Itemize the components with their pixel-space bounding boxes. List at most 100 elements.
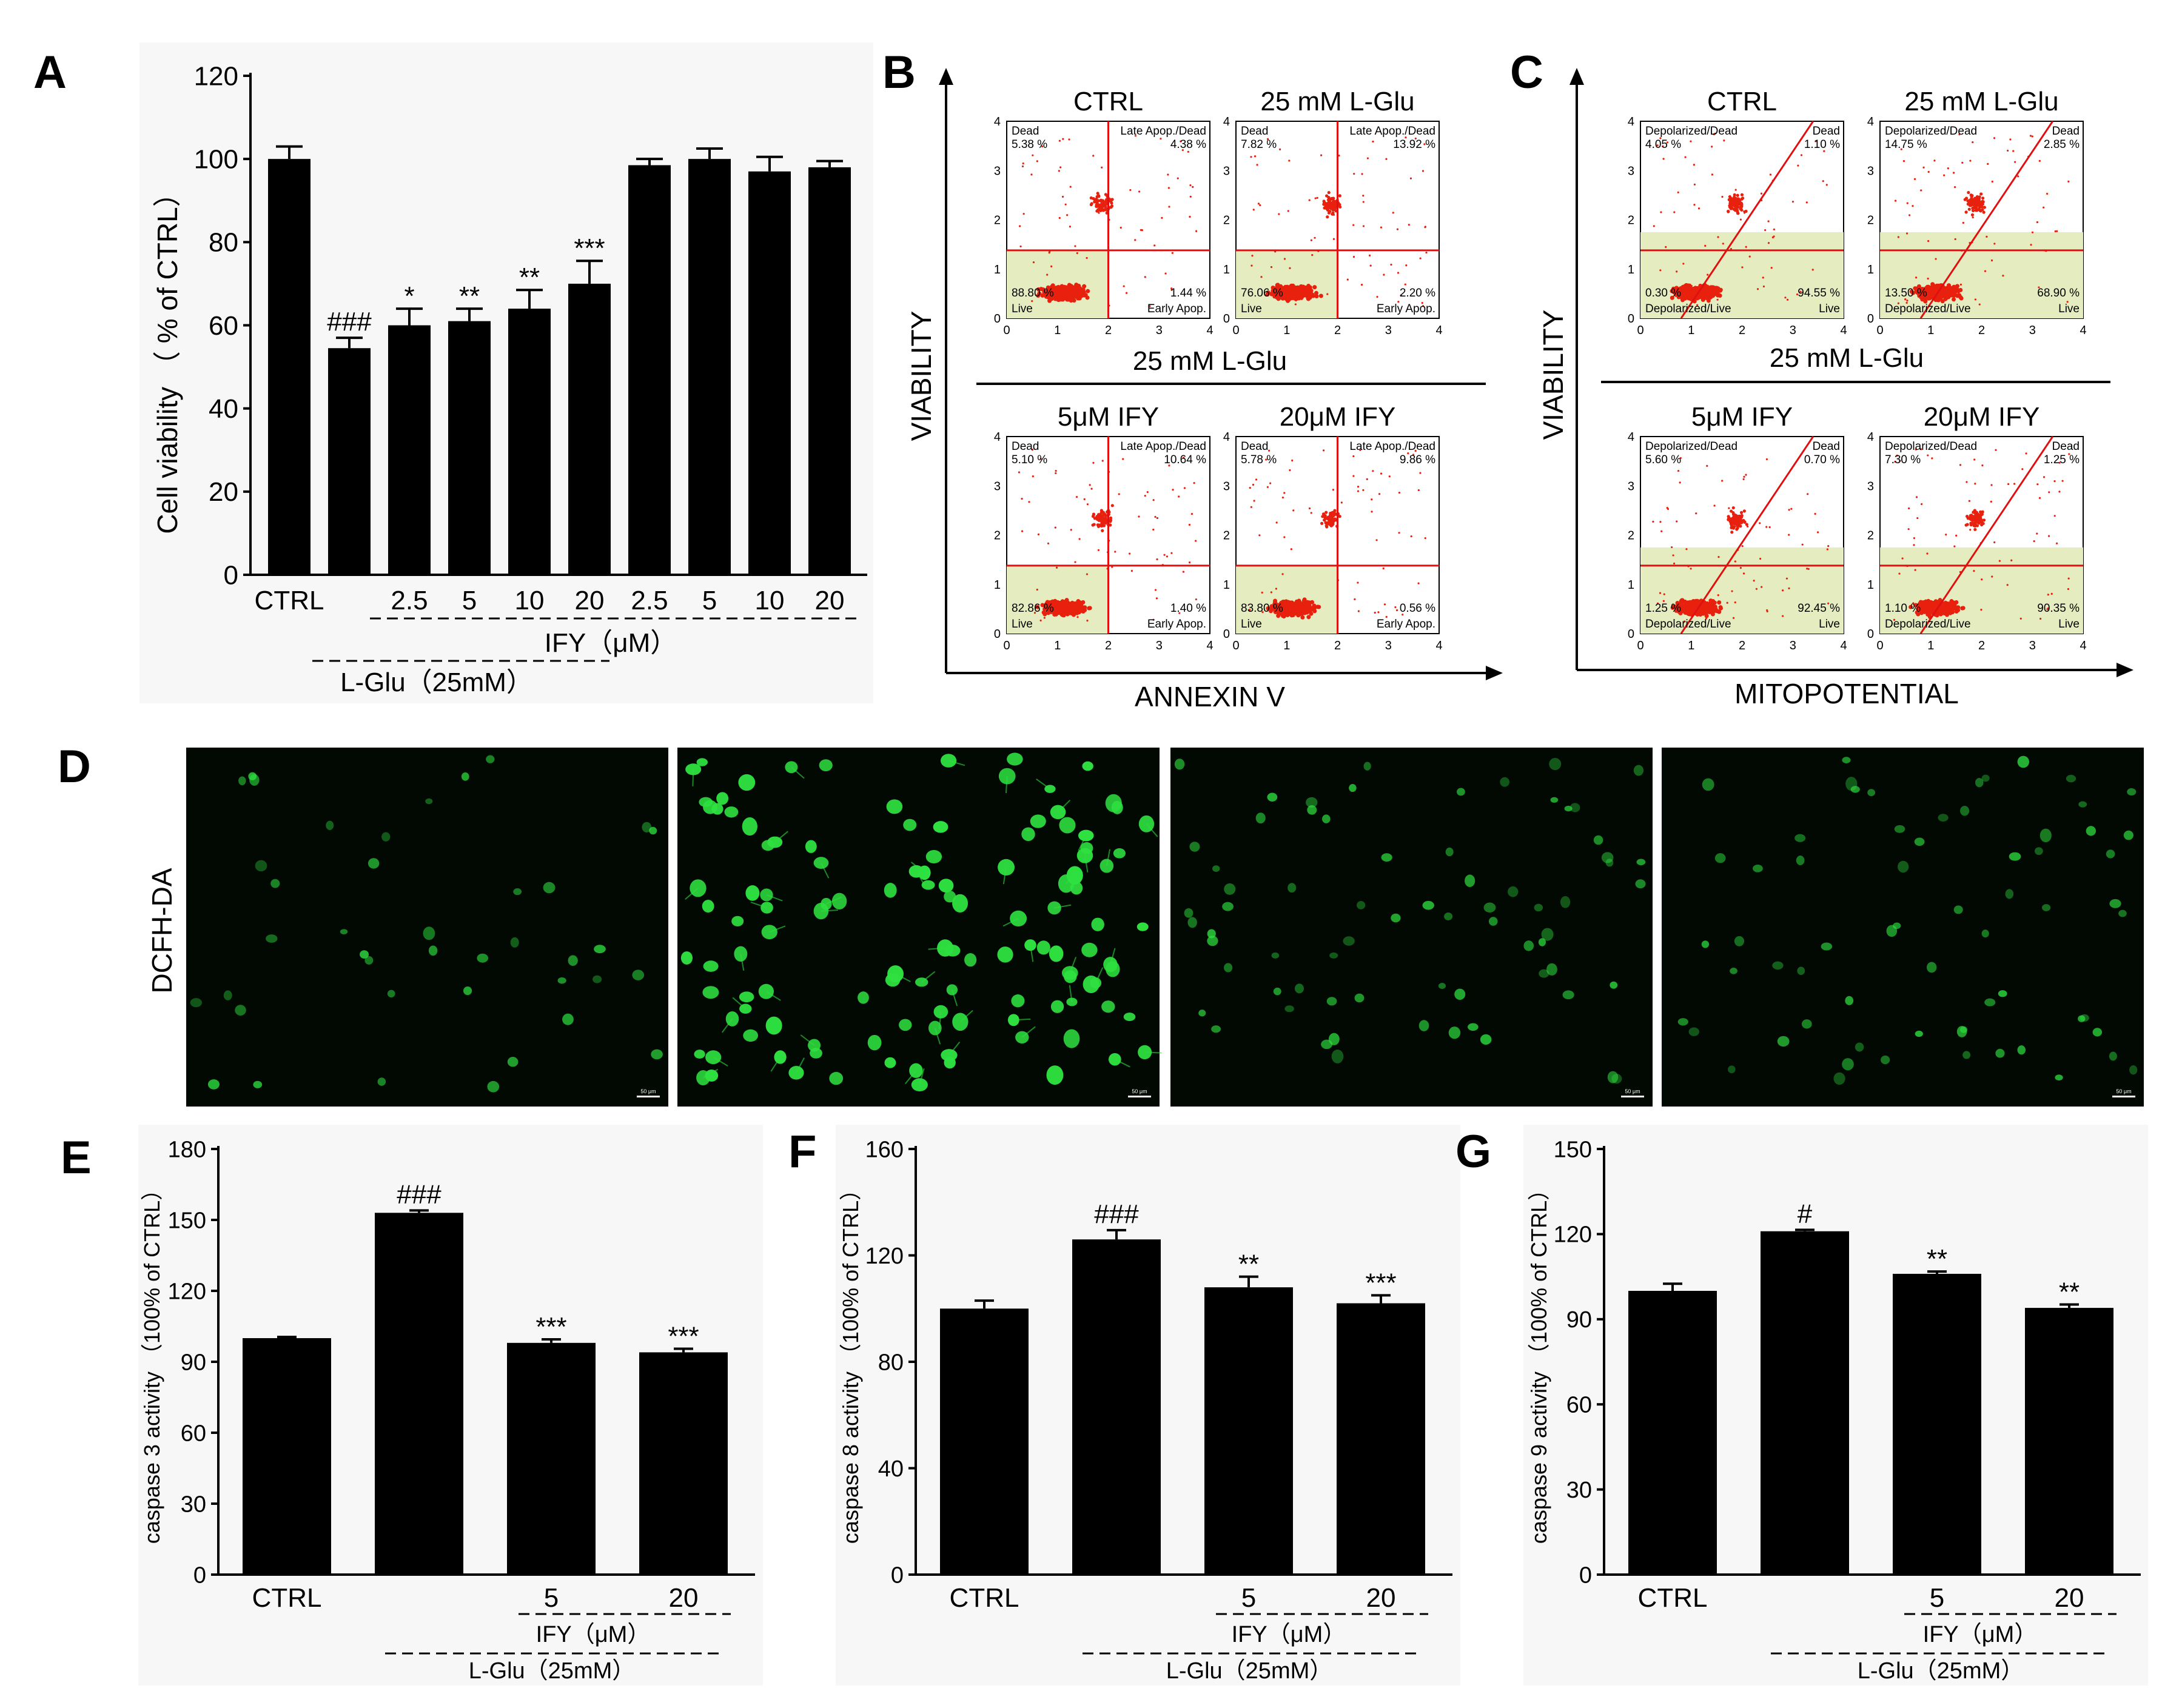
event-dot — [2013, 483, 2016, 485]
event-dot — [1927, 454, 1929, 457]
event-dot — [1076, 286, 1081, 290]
event-dot — [1289, 602, 1294, 607]
cell — [248, 772, 257, 780]
event-dot — [1138, 190, 1141, 193]
event-dot — [1019, 245, 1022, 248]
cell — [885, 973, 901, 987]
event-dot — [1072, 603, 1077, 608]
event-dot — [1129, 552, 1131, 555]
cell — [1049, 945, 1064, 962]
event-dot — [1665, 246, 1667, 248]
event-dot — [1663, 593, 1665, 595]
event-dot — [1297, 598, 1300, 601]
event-dot — [1326, 208, 1329, 212]
event-dot — [1062, 138, 1064, 140]
cell — [699, 797, 713, 808]
event-dot — [1250, 506, 1252, 508]
event-dot — [1717, 236, 1719, 238]
event-dot — [1760, 192, 1763, 195]
event-dot — [1952, 602, 1957, 607]
event-dot — [1250, 156, 1252, 158]
event-dot — [1759, 522, 1761, 524]
event-dot — [1981, 578, 1983, 581]
event-dot — [1741, 545, 1744, 548]
event-dot — [1310, 292, 1315, 297]
y-tick-label: 60 — [209, 311, 238, 341]
event-dot — [1170, 287, 1173, 290]
event-dot — [1786, 298, 1789, 301]
event-dot — [1287, 210, 1289, 212]
event-dot — [1028, 501, 1030, 503]
event-dot — [1104, 204, 1107, 207]
event-dot — [1927, 296, 1932, 301]
event-dot — [1746, 525, 1749, 527]
cell — [507, 1057, 519, 1067]
event-dot — [1740, 193, 1744, 196]
y-tick-label: 100 — [194, 145, 238, 175]
quadrant-ll-label: Depolarized/Live — [1645, 303, 1731, 315]
event-dot — [1037, 291, 1042, 296]
event-dot — [1267, 449, 1271, 452]
event-dot — [2043, 206, 2045, 209]
event-dot — [1050, 293, 1055, 298]
event-dot — [1998, 560, 2001, 562]
event-dot — [2061, 480, 2064, 482]
event-dot — [1340, 501, 1343, 504]
event-dot — [1682, 607, 1687, 612]
event-dot — [1326, 198, 1331, 202]
event-dot — [1667, 507, 1670, 511]
event-dot — [1807, 493, 1809, 495]
y-tick-label: 40 — [209, 394, 238, 424]
event-dot — [1097, 209, 1101, 212]
event-dot — [1788, 534, 1790, 536]
flow-x-tick: 1 — [1927, 639, 1934, 652]
event-dot — [1739, 524, 1742, 528]
event-dot — [1056, 601, 1061, 606]
event-dot — [1731, 506, 1735, 510]
event-dot — [1717, 594, 1719, 597]
event-dot — [1743, 475, 1745, 478]
event-dot — [1063, 291, 1067, 296]
quadrant-ur-label: Late Apop./Dead — [1120, 125, 1206, 138]
event-dot — [1739, 511, 1744, 514]
event-dot — [1097, 195, 1101, 198]
event-dot — [1762, 276, 1764, 279]
flow-y-tick: 4 — [1223, 115, 1230, 129]
event-dot — [1659, 269, 1662, 272]
flow-x-tick: 3 — [2029, 639, 2036, 652]
event-dot — [1671, 546, 1673, 549]
event-dot — [1922, 166, 1925, 169]
cell — [1011, 994, 1025, 1008]
event-dot — [1930, 289, 1935, 293]
event-dot — [1982, 518, 1986, 522]
flow-y-tick: 2 — [1223, 214, 1230, 227]
event-dot — [1074, 561, 1076, 563]
event-dot — [1357, 581, 1359, 584]
event-dot — [1037, 533, 1040, 535]
event-dot — [1950, 610, 1955, 615]
flow-y-tick: 4 — [1867, 430, 1874, 444]
event-dot — [1990, 259, 1993, 262]
flow-plot-title: 25 mM L-Glu — [1904, 87, 2058, 116]
event-dot — [1061, 295, 1066, 300]
flow-y-tick: 3 — [994, 164, 1001, 178]
event-dot — [1249, 486, 1251, 489]
flow-y-tick: 0 — [1223, 312, 1230, 326]
event-dot — [1055, 566, 1058, 569]
quadrant-ll-value: 88.80 % — [1012, 287, 1054, 300]
cell — [831, 893, 847, 910]
event-dot — [1931, 457, 1933, 460]
event-dot — [1424, 537, 1426, 540]
event-dot — [1949, 286, 1953, 290]
event-dot — [1902, 159, 1905, 162]
quadrant-lr-label: Live — [2058, 618, 2080, 631]
event-dot — [1913, 178, 1916, 180]
event-dot — [1814, 512, 1816, 515]
event-dot — [1742, 509, 1746, 513]
event-dot — [1086, 573, 1089, 575]
flow-y-tick: 4 — [994, 430, 1001, 444]
cell — [1081, 942, 1098, 957]
event-dot — [1285, 292, 1290, 297]
category-label: 10 — [755, 586, 785, 615]
event-dot — [1046, 273, 1049, 276]
